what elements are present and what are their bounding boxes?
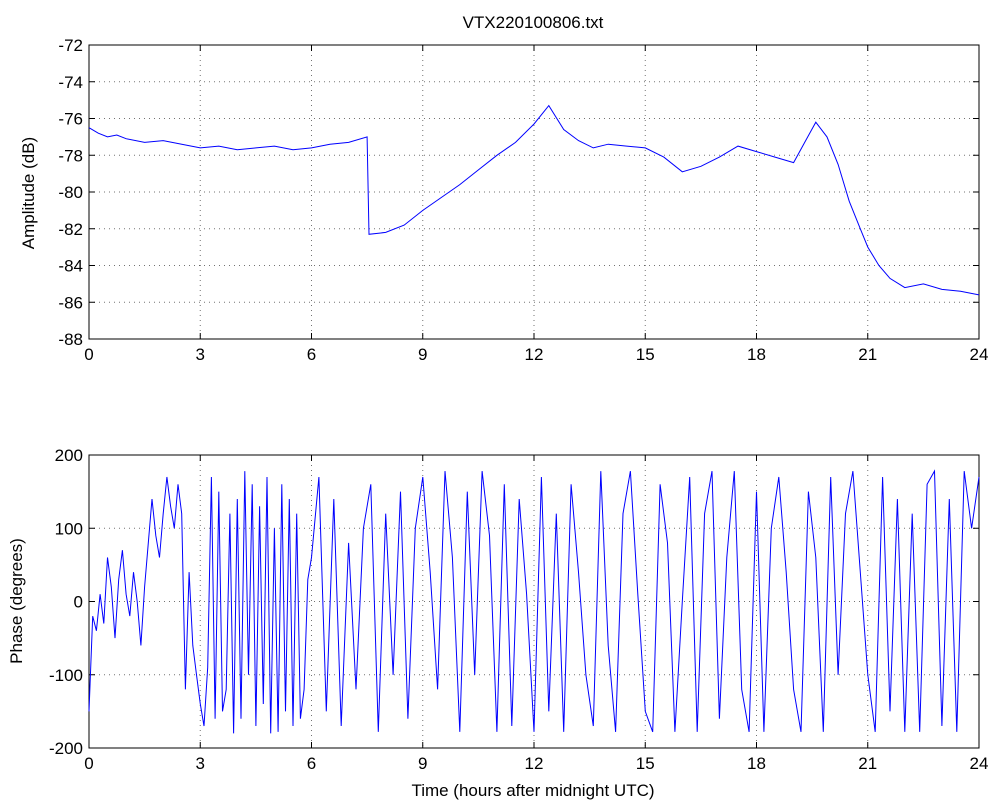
phase-x-tick-label: 0 [84,754,93,773]
phase-grid [89,455,979,748]
amplitude-y-tick-label: -82 [58,220,83,239]
amplitude-grid [89,45,979,339]
phase-x-tick-label: 18 [747,754,766,773]
phase-x-tick-label: 3 [196,754,205,773]
phase-x-tick-label: 12 [525,754,544,773]
phase-x-tick-label: 15 [636,754,655,773]
phase-x-tick-label: 21 [858,754,877,773]
amplitude-y-tick-label: -78 [58,146,83,165]
phase-series [88,469,980,734]
phase-y-axis-label: Phase (degrees) [7,538,26,664]
phase-x-tick-label: 6 [307,754,316,773]
amplitude-x-tick-label: 21 [858,345,877,364]
phase-y-tick-label: 200 [55,446,83,465]
amplitude-x-tick-label: 24 [970,345,989,364]
amplitude-x-tick-label: 9 [418,345,427,364]
chart-title: VTX220100806.txt [463,13,604,32]
amplitude-y-tick-label: -88 [58,330,83,349]
amplitude-series [88,104,980,296]
phase-y-tick-label: 0 [74,593,83,612]
amplitude-y-tick-label: -74 [58,73,83,92]
phase-x-tick-label: 24 [970,754,989,773]
amplitude-y-tick-label: -84 [58,257,83,276]
phase-ticks: 0 3 6 9 12 15 18 21 24 200 100 0 -100 -200 [49,446,988,773]
phase-y-tick-label: -200 [49,739,83,758]
amplitude-y-tick-label: -80 [58,183,83,202]
amplitude-x-tick-label: 15 [636,345,655,364]
phase-panel: 0 3 6 9 12 15 18 21 24 200 100 0 -100 -200 Phase (deg… [7,446,988,800]
amplitude-x-tick-label: 6 [307,345,316,364]
amplitude-x-tick-label: 0 [84,345,93,364]
amplitude-y-tick-label: -76 [58,110,83,129]
phase-y-tick-label: 100 [55,519,83,538]
amplitude-y-axis-label: Amplitude (dB) [19,137,38,249]
amplitude-ticks: 0 3 6 9 12 15 18 21 24 -72 -74 -76 -78 -80 -82 -84 -86 -8… [58,36,988,364]
amplitude-x-tick-label: 3 [196,345,205,364]
phase-y-tick-label: -100 [49,666,83,685]
x-axis-label: Time (hours after midnight UTC) [411,781,654,800]
amplitude-panel: VTX220100806.txt 0 3 6 9 12 15 18 21 24 -72 -74 -76… [19,13,988,364]
amplitude-x-tick-label: 18 [747,345,766,364]
amplitude-y-tick-label: -72 [58,36,83,55]
amplitude-x-tick-label: 12 [525,345,544,364]
phase-x-tick-label: 9 [418,754,427,773]
amplitude-y-tick-label: -86 [58,293,83,312]
